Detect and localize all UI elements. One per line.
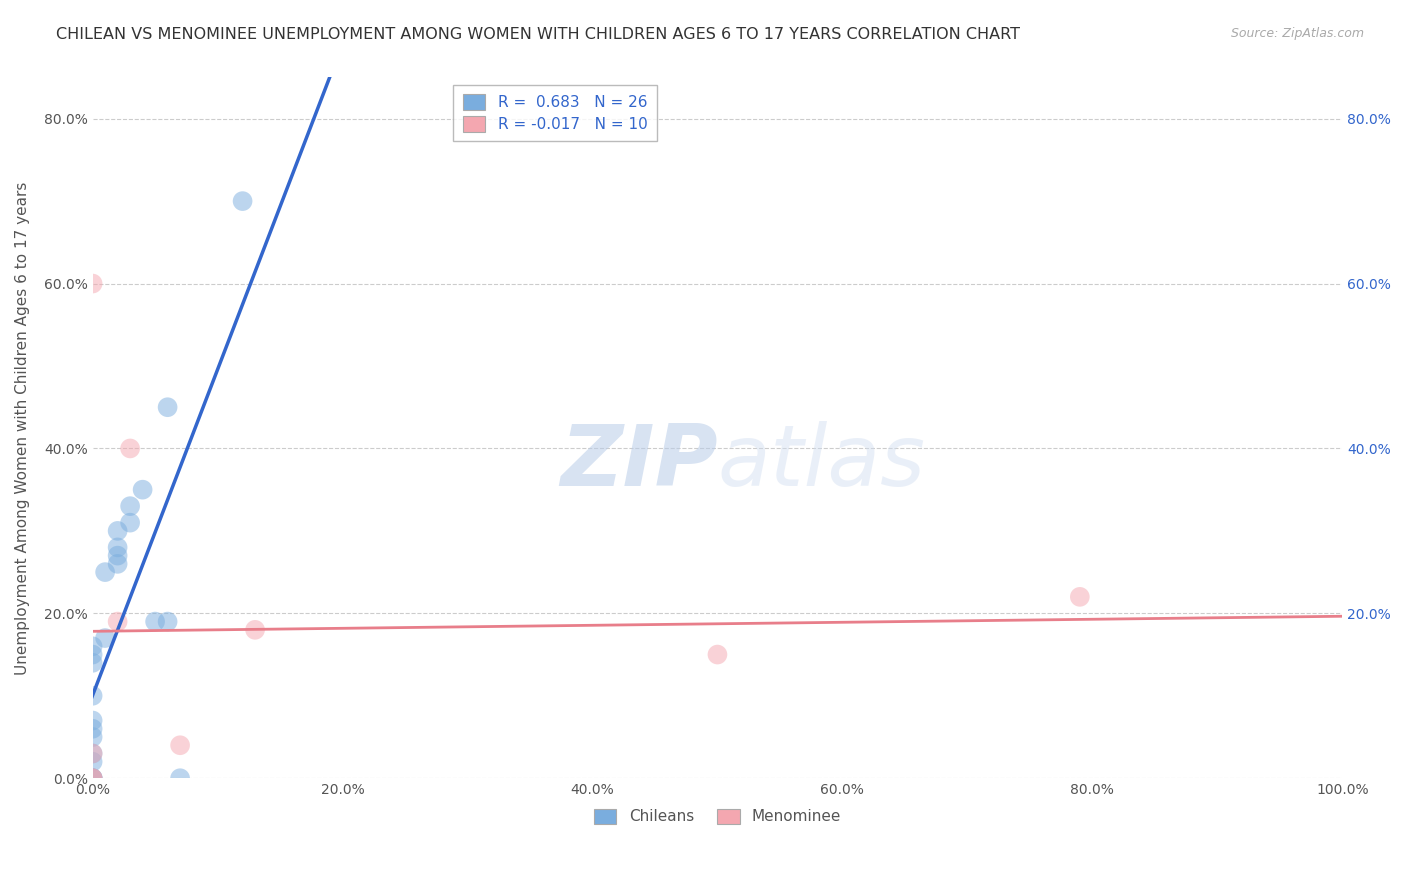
Point: [94, 565, 117, 579]
Point: [120, 499, 142, 513]
Point: [82, 656, 104, 670]
Text: atlas: atlas: [717, 421, 925, 504]
Point: [82, 747, 104, 761]
Point: [82, 771, 104, 785]
Point: [107, 557, 129, 571]
Y-axis label: Unemployment Among Women with Children Ages 6 to 17 years: Unemployment Among Women with Children A…: [15, 181, 30, 674]
Point: [107, 524, 129, 538]
Point: [82, 648, 104, 662]
Text: Source: ZipAtlas.com: Source: ZipAtlas.com: [1230, 27, 1364, 40]
Point: [82, 277, 104, 291]
Point: [82, 755, 104, 769]
Point: [120, 442, 142, 456]
Text: ZIP: ZIP: [560, 421, 717, 504]
Point: [131, 483, 153, 497]
Point: [156, 401, 179, 415]
Point: [156, 615, 179, 629]
Point: [82, 730, 104, 744]
Point: [107, 615, 129, 629]
Legend: Chileans, Menominee: Chileans, Menominee: [585, 799, 851, 834]
Point: [706, 648, 728, 662]
Point: [82, 714, 104, 728]
Point: [94, 631, 117, 645]
Point: [82, 771, 104, 785]
Point: [243, 623, 266, 637]
Text: CHILEAN VS MENOMINEE UNEMPLOYMENT AMONG WOMEN WITH CHILDREN AGES 6 TO 17 YEARS C: CHILEAN VS MENOMINEE UNEMPLOYMENT AMONG …: [56, 27, 1021, 42]
Point: [107, 541, 129, 555]
Point: [82, 771, 104, 785]
Point: [82, 689, 104, 703]
Point: [82, 722, 104, 736]
Point: [82, 640, 104, 654]
Point: [82, 771, 104, 785]
Point: [232, 194, 254, 208]
Point: [169, 738, 191, 752]
Point: [82, 747, 104, 761]
Point: [120, 516, 142, 530]
Point: [169, 771, 191, 785]
Point: [107, 549, 129, 563]
Point: [143, 615, 166, 629]
Point: [82, 771, 104, 785]
Point: [1069, 590, 1091, 604]
